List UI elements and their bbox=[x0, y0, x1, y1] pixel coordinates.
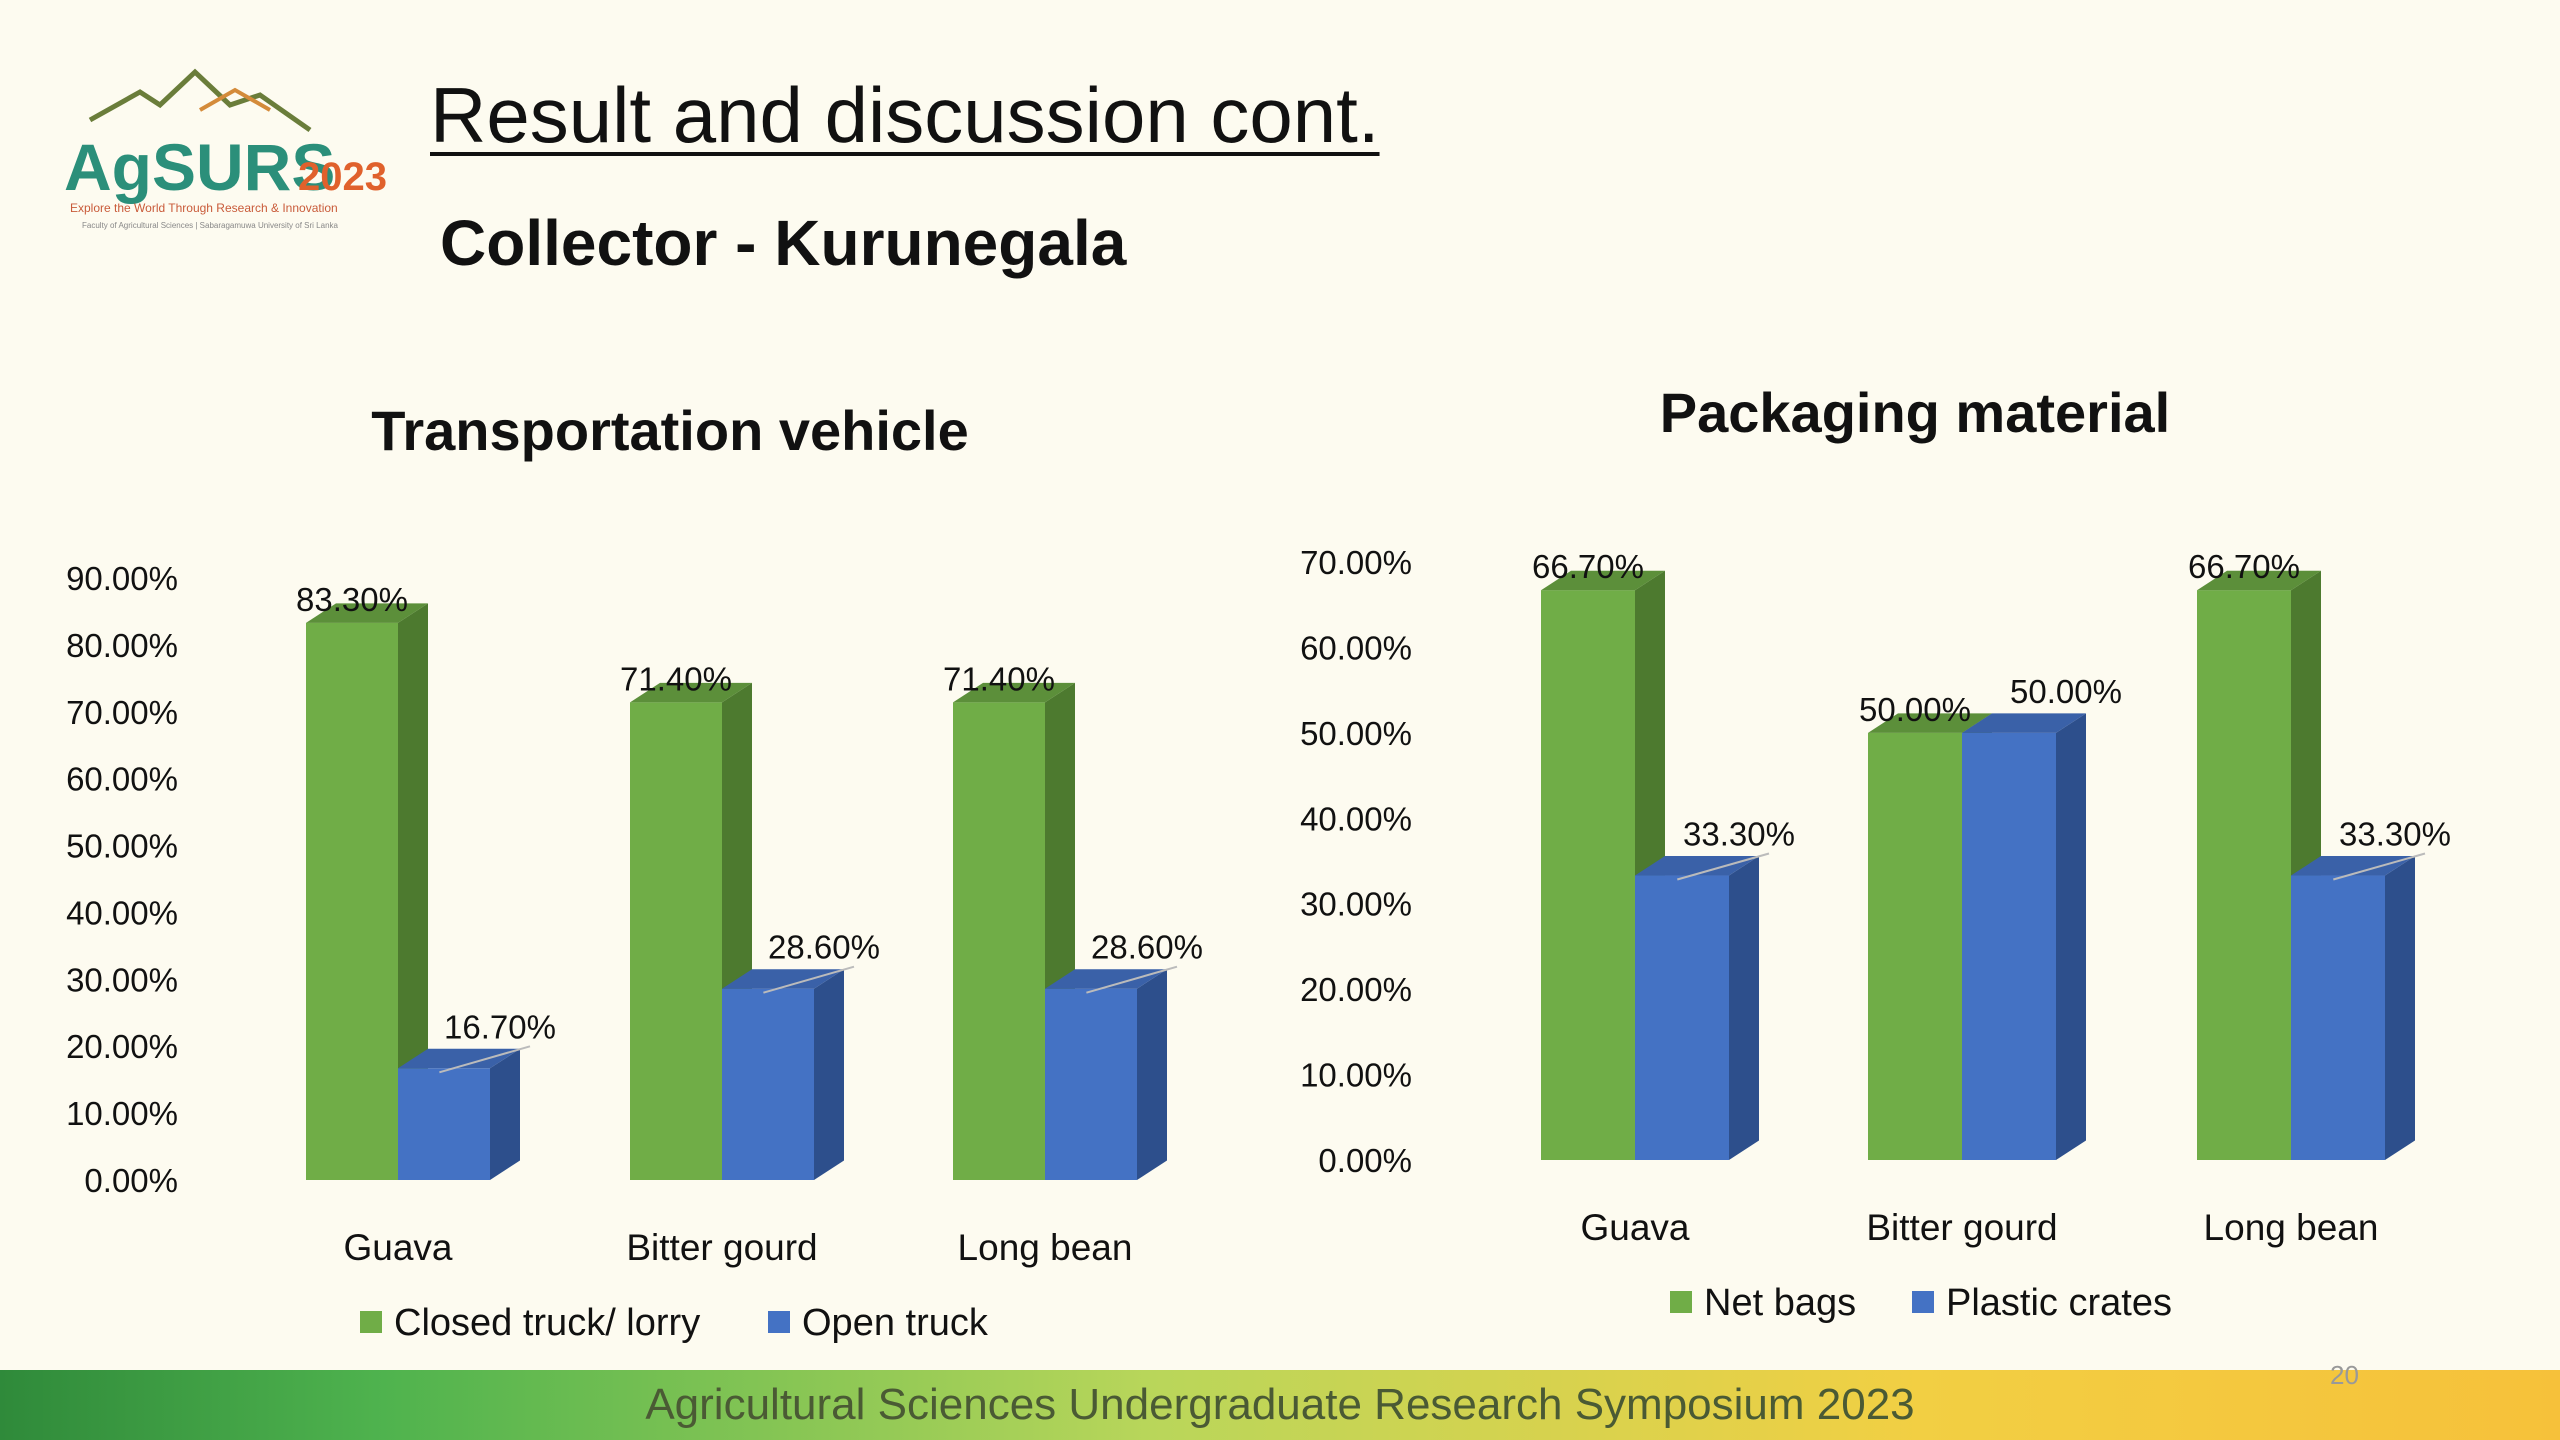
y-tick-label: 70.00% bbox=[66, 694, 178, 731]
data-label: 83.30% bbox=[296, 581, 408, 618]
bar-top bbox=[630, 682, 752, 703]
data-label: 66.70% bbox=[2188, 548, 2300, 585]
bar-top bbox=[1962, 713, 2086, 733]
bar-top bbox=[398, 1048, 520, 1069]
data-label: 71.40% bbox=[620, 660, 732, 697]
bar-top bbox=[306, 603, 428, 623]
agsurs-logo: AgSURS 2023 Explore the World Through Re… bbox=[60, 50, 430, 240]
legend-label: Plastic crates bbox=[1946, 1282, 2172, 1324]
y-tick-label: 40.00% bbox=[1300, 800, 1412, 837]
bar-front bbox=[1045, 988, 1137, 1180]
data-label: 28.60% bbox=[768, 929, 880, 966]
x-tick-label: Guava bbox=[343, 1227, 452, 1268]
x-tick-label: Long bean bbox=[2204, 1207, 2379, 1248]
data-label-leader bbox=[439, 1045, 531, 1074]
bar-front bbox=[1541, 590, 1635, 1160]
data-label: 50.00% bbox=[1859, 691, 1971, 728]
footer-text: Agricultural Sciences Undergraduate Rese… bbox=[645, 1380, 1915, 1429]
y-tick-label: 10.00% bbox=[66, 1095, 178, 1132]
legend-label: Net bags bbox=[1704, 1282, 1856, 1324]
bar-top bbox=[1635, 856, 1759, 876]
logo-name: AgSURS bbox=[64, 130, 335, 204]
data-label-leader bbox=[1086, 965, 1178, 994]
y-tick-label: 60.00% bbox=[66, 761, 178, 798]
data-label: 16.70% bbox=[444, 1008, 556, 1045]
y-tick-label: 70.00% bbox=[1300, 544, 1412, 581]
bar-side bbox=[1137, 969, 1167, 1180]
bar-front bbox=[722, 988, 814, 1180]
bar-top bbox=[1045, 969, 1167, 989]
data-label: 33.30% bbox=[1683, 816, 1795, 853]
logo-faculty: Faculty of Agricultural Sciences | Sabar… bbox=[82, 221, 339, 230]
bar-front bbox=[306, 622, 398, 1180]
legend-swatch bbox=[768, 1311, 790, 1333]
bar-top bbox=[1541, 570, 1665, 591]
bar-front bbox=[1635, 875, 1729, 1160]
page-number: 20 bbox=[2330, 1360, 2359, 1390]
y-tick-label: 20.00% bbox=[1300, 971, 1412, 1008]
y-tick-label: 80.00% bbox=[66, 627, 178, 664]
bar-front bbox=[1962, 732, 2056, 1160]
data-label: 71.40% bbox=[943, 660, 1055, 697]
y-tick-label: 0.00% bbox=[1318, 1142, 1412, 1179]
footer-bar bbox=[0, 1370, 2560, 1440]
legend-label: Open truck bbox=[802, 1302, 989, 1344]
y-tick-label: 20.00% bbox=[66, 1028, 178, 1065]
bar-side bbox=[2385, 856, 2415, 1160]
logo-year: 2023 bbox=[298, 155, 387, 199]
x-tick-label: Guava bbox=[1580, 1207, 1689, 1248]
y-tick-label: 30.00% bbox=[1300, 886, 1412, 923]
y-tick-label: 40.00% bbox=[66, 894, 178, 931]
legend-label: Closed truck/ lorry bbox=[394, 1302, 700, 1344]
charts-canvas: Transportation vehicle 0.00% 10.00% 20.00% 3… bbox=[66, 381, 2451, 1344]
y-tick-label: 50.00% bbox=[66, 828, 178, 865]
y-tick-label: 0.00% bbox=[84, 1162, 178, 1199]
bar-front bbox=[2291, 875, 2385, 1160]
bar-front bbox=[1868, 732, 1962, 1160]
y-tick-label: 60.00% bbox=[1300, 629, 1412, 666]
data-label: 66.70% bbox=[1532, 548, 1644, 585]
chart-title: Packaging material bbox=[1660, 381, 2170, 444]
bar-side bbox=[1729, 856, 1759, 1160]
bar-top bbox=[2197, 570, 2321, 591]
legend-swatch bbox=[1670, 1291, 1692, 1313]
bar-top bbox=[1868, 713, 1992, 733]
x-tick-label: Bitter gourd bbox=[626, 1227, 817, 1268]
chart-title: Transportation vehicle bbox=[371, 399, 969, 462]
data-label: 33.30% bbox=[2339, 816, 2451, 853]
bar-side bbox=[814, 969, 844, 1180]
bar-front bbox=[953, 702, 1045, 1180]
data-label: 28.60% bbox=[1091, 929, 1203, 966]
x-tick-label: Bitter gourd bbox=[1866, 1207, 2057, 1248]
bar-front bbox=[2197, 590, 2291, 1160]
data-label-leader bbox=[2333, 852, 2426, 881]
page-subtitle: Collector - Kurunegala bbox=[440, 207, 1127, 279]
legend-swatch bbox=[1912, 1291, 1934, 1313]
y-tick-label: 10.00% bbox=[1300, 1057, 1412, 1094]
y-tick-label: 50.00% bbox=[1300, 715, 1412, 752]
bar-top bbox=[953, 682, 1075, 703]
y-tick-label: 30.00% bbox=[66, 961, 178, 998]
bar-side bbox=[490, 1048, 520, 1180]
data-label: 50.00% bbox=[2010, 673, 2122, 710]
bar-side bbox=[2056, 713, 2086, 1160]
x-tick-label: Long bean bbox=[958, 1227, 1133, 1268]
logo-mountain-icon: AgSURS 2023 Explore the World Through Re… bbox=[64, 68, 387, 230]
bar-top bbox=[722, 969, 844, 989]
y-tick-label: 90.00% bbox=[66, 560, 178, 597]
bar-front bbox=[398, 1068, 490, 1180]
bar-side bbox=[398, 603, 428, 1180]
data-label-leader bbox=[763, 965, 855, 994]
legend-swatch bbox=[360, 1311, 382, 1333]
bar-front bbox=[630, 702, 722, 1180]
page-title: Result and discussion cont. bbox=[430, 71, 1380, 159]
data-label-leader bbox=[1677, 852, 1770, 881]
logo-tagline: Explore the World Through Research & Inn… bbox=[70, 201, 338, 215]
bar-top bbox=[2291, 856, 2415, 876]
